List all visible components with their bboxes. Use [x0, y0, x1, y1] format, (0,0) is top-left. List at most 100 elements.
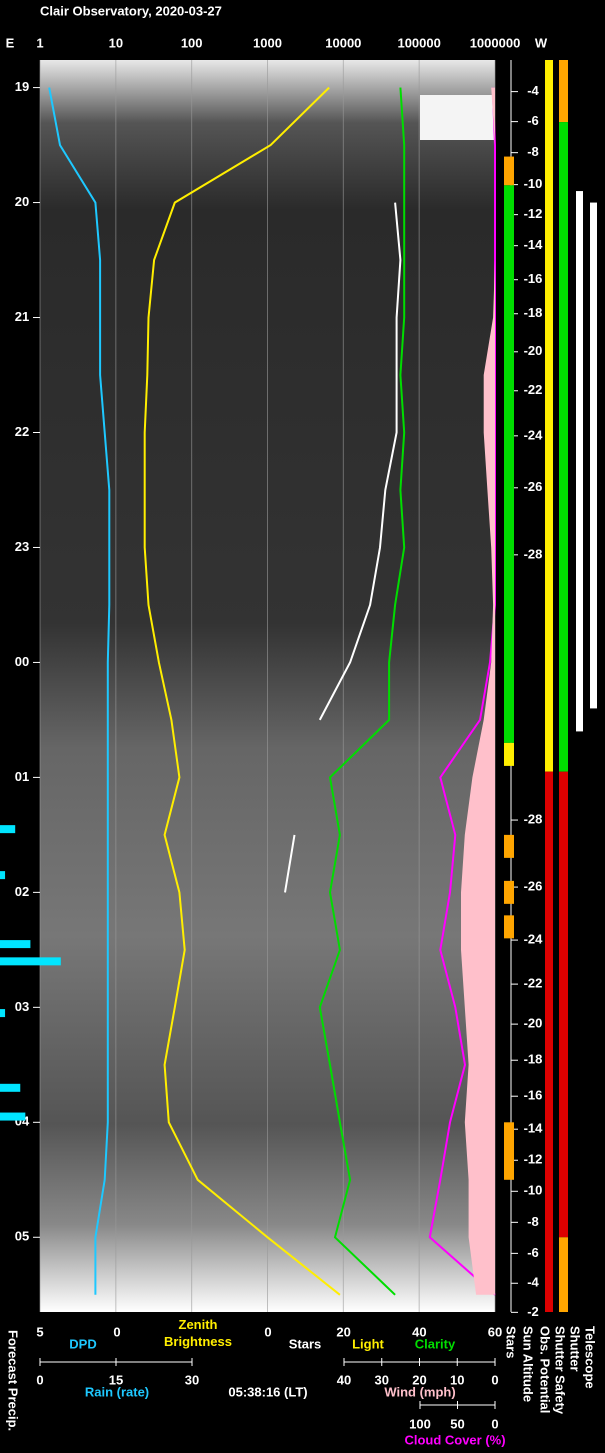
axis-tick-label: 20	[336, 1324, 350, 1339]
sun-altitude-label: -28	[524, 546, 543, 561]
precip-bar	[0, 871, 6, 880]
series-line	[48, 87, 111, 1295]
y-tick-label: 19	[15, 79, 29, 94]
x-tick-label: 1000000	[470, 35, 521, 50]
status-segment	[504, 156, 514, 186]
sun-altitude-label: -16	[524, 271, 543, 286]
x-tick-label: 100	[181, 35, 203, 50]
forecast-precip-label: Forecast Precip.	[6, 1330, 21, 1431]
status-segment	[590, 202, 597, 709]
precip-bar	[0, 1112, 26, 1121]
axis-tick-label: 30	[375, 1372, 389, 1387]
status-segment	[504, 185, 514, 743]
y-tick-label: 20	[15, 194, 29, 209]
precip-bar	[0, 957, 61, 966]
status-label: Obs. Potential	[538, 1326, 553, 1413]
sun-altitude-label: -8	[527, 144, 539, 159]
time-label: 05:38:16 (LT)	[228, 1384, 307, 1399]
axis-tick-label: 0	[491, 1372, 498, 1387]
axis-tick-label: 10	[450, 1372, 464, 1387]
y-tick-label: 21	[15, 309, 29, 324]
status-segment	[504, 915, 514, 939]
sky-glare	[420, 95, 495, 140]
status-segment	[559, 122, 568, 772]
x-tick-label: 10000	[325, 35, 361, 50]
sun-altitude-label: -26	[524, 879, 543, 894]
sun-altitude-label: -6	[527, 1245, 539, 1260]
axis-tick-label: 5	[36, 1324, 43, 1339]
status-label: Shutter Safety	[553, 1326, 568, 1415]
axis-tick-label: 30	[185, 1372, 199, 1387]
y-tick-label: 03	[15, 999, 29, 1014]
precip-bar	[0, 1083, 21, 1092]
sun-altitude-label: -28	[524, 811, 543, 826]
wind-area	[461, 87, 495, 1295]
zenith-brightness-label: Zenith Brightness	[164, 1317, 232, 1349]
light-label: Light	[352, 1336, 384, 1351]
axis-label: DPD	[69, 1336, 96, 1351]
status-label: Shutter	[568, 1326, 583, 1372]
precip-bar	[0, 1009, 6, 1018]
y-tick-label: 05	[15, 1229, 29, 1244]
sun-altitude-label: -4	[527, 1275, 539, 1290]
axis-tick-label: 60	[488, 1324, 502, 1339]
sun-altitude-label: -14	[524, 1121, 544, 1136]
sun-altitude-label: -12	[524, 1152, 543, 1167]
axis-tick-label: 50	[450, 1416, 464, 1431]
sun-altitude-label: -22	[524, 382, 543, 397]
axis-tick-label: 15	[109, 1372, 123, 1387]
x-tick-label: 100000	[397, 35, 440, 50]
sun-altitude-title: Sun Altitude	[521, 1326, 536, 1402]
sun-altitude-label: -18	[524, 1052, 543, 1067]
sun-altitude-label: -20	[524, 343, 543, 358]
sun-altitude-label: -16	[524, 1088, 543, 1103]
sun-altitude-label: -14	[524, 237, 544, 252]
sun-altitude-label: -8	[527, 1214, 539, 1229]
series-line	[143, 86, 341, 1296]
sun-altitude-label: -2	[527, 1304, 539, 1319]
axis-tick-label: 0	[491, 1416, 498, 1431]
axis-tick-label: 40	[412, 1324, 426, 1339]
east-label: E	[6, 35, 15, 50]
status-segment	[576, 191, 583, 732]
y-tick-label: 02	[15, 884, 29, 899]
sun-altitude-label: -10	[524, 1183, 543, 1198]
sun-altitude-label: -24	[524, 932, 544, 947]
axis-label: Stars	[289, 1336, 322, 1351]
sun-altitude-label: -6	[527, 113, 539, 128]
y-tick-label: 23	[15, 539, 29, 554]
precip-bar	[0, 825, 16, 834]
x-tick-label: 1000	[253, 35, 282, 50]
series-line	[318, 87, 406, 1296]
y-tick-label: 00	[15, 654, 29, 669]
axis-tick-label: 0	[113, 1324, 120, 1339]
status-segment	[504, 1122, 514, 1180]
sun-altitude-label: -20	[524, 1016, 543, 1031]
status-segment	[559, 60, 568, 123]
axis-label: Cloud Cover (%)	[404, 1432, 505, 1447]
sun-altitude-label: -18	[524, 305, 543, 320]
y-tick-label: 01	[15, 769, 29, 784]
status-label: Stars	[504, 1326, 519, 1359]
sun-altitude-label: -10	[524, 176, 543, 191]
status-segment	[504, 834, 514, 858]
status-segment	[504, 742, 514, 766]
y-tick-label: 22	[15, 424, 29, 439]
axis-tick-label: 40	[337, 1372, 351, 1387]
chart-title: Clair Observatory, 2020-03-27	[40, 3, 222, 18]
axis-tick-label: 20	[412, 1372, 426, 1387]
rain-label: Rain (rate)	[85, 1384, 149, 1399]
status-segment	[545, 60, 553, 772]
axis-tick-label: 0	[36, 1372, 43, 1387]
sun-altitude-label: -4	[527, 83, 539, 98]
sun-altitude-label: -26	[524, 479, 543, 494]
axis-label: Wind (mph)	[384, 1384, 455, 1399]
sun-altitude-label: -12	[524, 206, 543, 221]
sun-altitude-label: -24	[524, 427, 544, 442]
status-segment	[559, 1237, 568, 1312]
axis-label: Clarity	[415, 1336, 456, 1351]
x-tick-label: 1	[36, 35, 43, 50]
x-tick-label: 10	[109, 35, 123, 50]
